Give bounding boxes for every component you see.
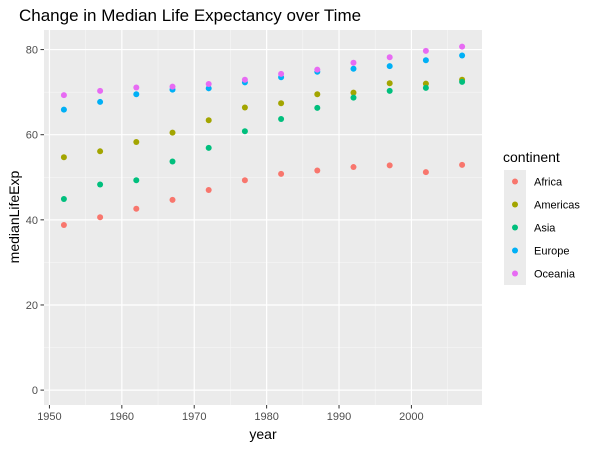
- data-point: [169, 158, 176, 165]
- x-tick-label: 1970: [182, 411, 206, 423]
- x-tick-label: 1980: [254, 411, 278, 423]
- data-point: [350, 89, 357, 96]
- data-point: [133, 205, 140, 212]
- y-axis-title: medianLifeExp: [6, 170, 22, 263]
- data-point: [350, 164, 357, 171]
- data-point: [422, 57, 429, 64]
- x-tick-label: 1990: [327, 411, 351, 423]
- legend-point: [512, 178, 518, 185]
- legend-label: Europe: [534, 246, 569, 258]
- data-point: [459, 78, 466, 85]
- legend-item-asia: Asia: [504, 216, 556, 239]
- data-point: [278, 115, 285, 122]
- legend-point: [512, 224, 518, 231]
- data-point: [60, 221, 67, 228]
- data-point: [241, 76, 248, 83]
- y-tick-label: 60: [26, 130, 38, 142]
- data-point: [97, 181, 104, 188]
- legend-item-europe: Europe: [504, 239, 569, 262]
- major-gridlines: [44, 30, 482, 405]
- data-point: [350, 65, 357, 72]
- data-point: [169, 129, 176, 136]
- data-points: [60, 43, 466, 228]
- data-point: [386, 87, 393, 94]
- data-point: [422, 80, 429, 87]
- legend-point: [512, 247, 518, 254]
- data-point: [422, 47, 429, 54]
- data-point: [205, 117, 212, 124]
- data-point: [97, 98, 104, 105]
- data-point: [314, 167, 321, 174]
- legend-item-africa: Africa: [504, 170, 563, 193]
- data-point: [459, 161, 466, 168]
- data-point: [314, 91, 321, 98]
- data-point: [133, 138, 140, 145]
- legend-point: [512, 270, 518, 277]
- data-point: [350, 59, 357, 66]
- data-point: [422, 84, 429, 91]
- data-point: [169, 196, 176, 203]
- data-point: [278, 170, 285, 177]
- chart-title: Change in Median Life Expectancy over Ti…: [19, 6, 361, 25]
- x-axis: 1950 1960 1970 1980 1990 2000: [37, 405, 424, 423]
- data-point: [205, 144, 212, 151]
- plot-panel: [44, 30, 482, 405]
- data-point: [459, 43, 466, 50]
- data-point: [205, 187, 212, 194]
- data-point: [278, 70, 285, 77]
- data-point: [60, 154, 67, 161]
- x-tick-label: 1950: [37, 411, 61, 423]
- data-point: [314, 104, 321, 111]
- data-point: [350, 94, 357, 101]
- data-point: [205, 85, 212, 92]
- data-point: [133, 177, 140, 184]
- y-tick-label: 20: [26, 300, 38, 312]
- data-point: [60, 106, 67, 113]
- legend-label: Asia: [534, 223, 556, 235]
- data-point: [386, 63, 393, 70]
- data-point: [278, 100, 285, 107]
- data-point: [314, 66, 321, 73]
- legend-label: Oceania: [534, 269, 576, 281]
- legend-point: [512, 201, 518, 208]
- minor-gridlines: [44, 30, 482, 405]
- data-point: [133, 91, 140, 98]
- data-point: [422, 169, 429, 176]
- legend: continent Africa Americas Asia Europe Oceani…: [503, 149, 580, 285]
- series-asia: [60, 78, 466, 202]
- y-tick-label: 0: [32, 385, 38, 397]
- data-point: [386, 80, 393, 87]
- data-point: [97, 148, 104, 155]
- data-point: [241, 177, 248, 184]
- y-tick-label: 80: [26, 45, 38, 57]
- data-point: [60, 92, 67, 99]
- data-point: [97, 87, 104, 94]
- data-point: [205, 81, 212, 88]
- data-point: [241, 128, 248, 135]
- data-point: [241, 104, 248, 111]
- data-point: [169, 83, 176, 90]
- y-tick-label: 40: [26, 215, 38, 227]
- series-africa: [60, 161, 466, 228]
- data-point: [133, 84, 140, 91]
- data-point: [60, 195, 67, 202]
- data-point: [386, 162, 393, 169]
- legend-item-americas: Americas: [504, 193, 580, 216]
- x-tick-label: 1960: [110, 411, 134, 423]
- y-axis: 0 20 40 60 80: [26, 45, 44, 397]
- x-axis-title: year: [249, 426, 277, 442]
- legend-title: continent: [503, 149, 560, 165]
- data-point: [386, 54, 393, 61]
- legend-label: Americas: [534, 200, 580, 212]
- data-point: [97, 214, 104, 221]
- series-oceania: [60, 43, 466, 99]
- x-tick-label: 2000: [399, 411, 423, 423]
- legend-item-oceania: Oceania: [504, 262, 576, 285]
- legend-label: Africa: [534, 177, 563, 189]
- data-point: [459, 52, 466, 59]
